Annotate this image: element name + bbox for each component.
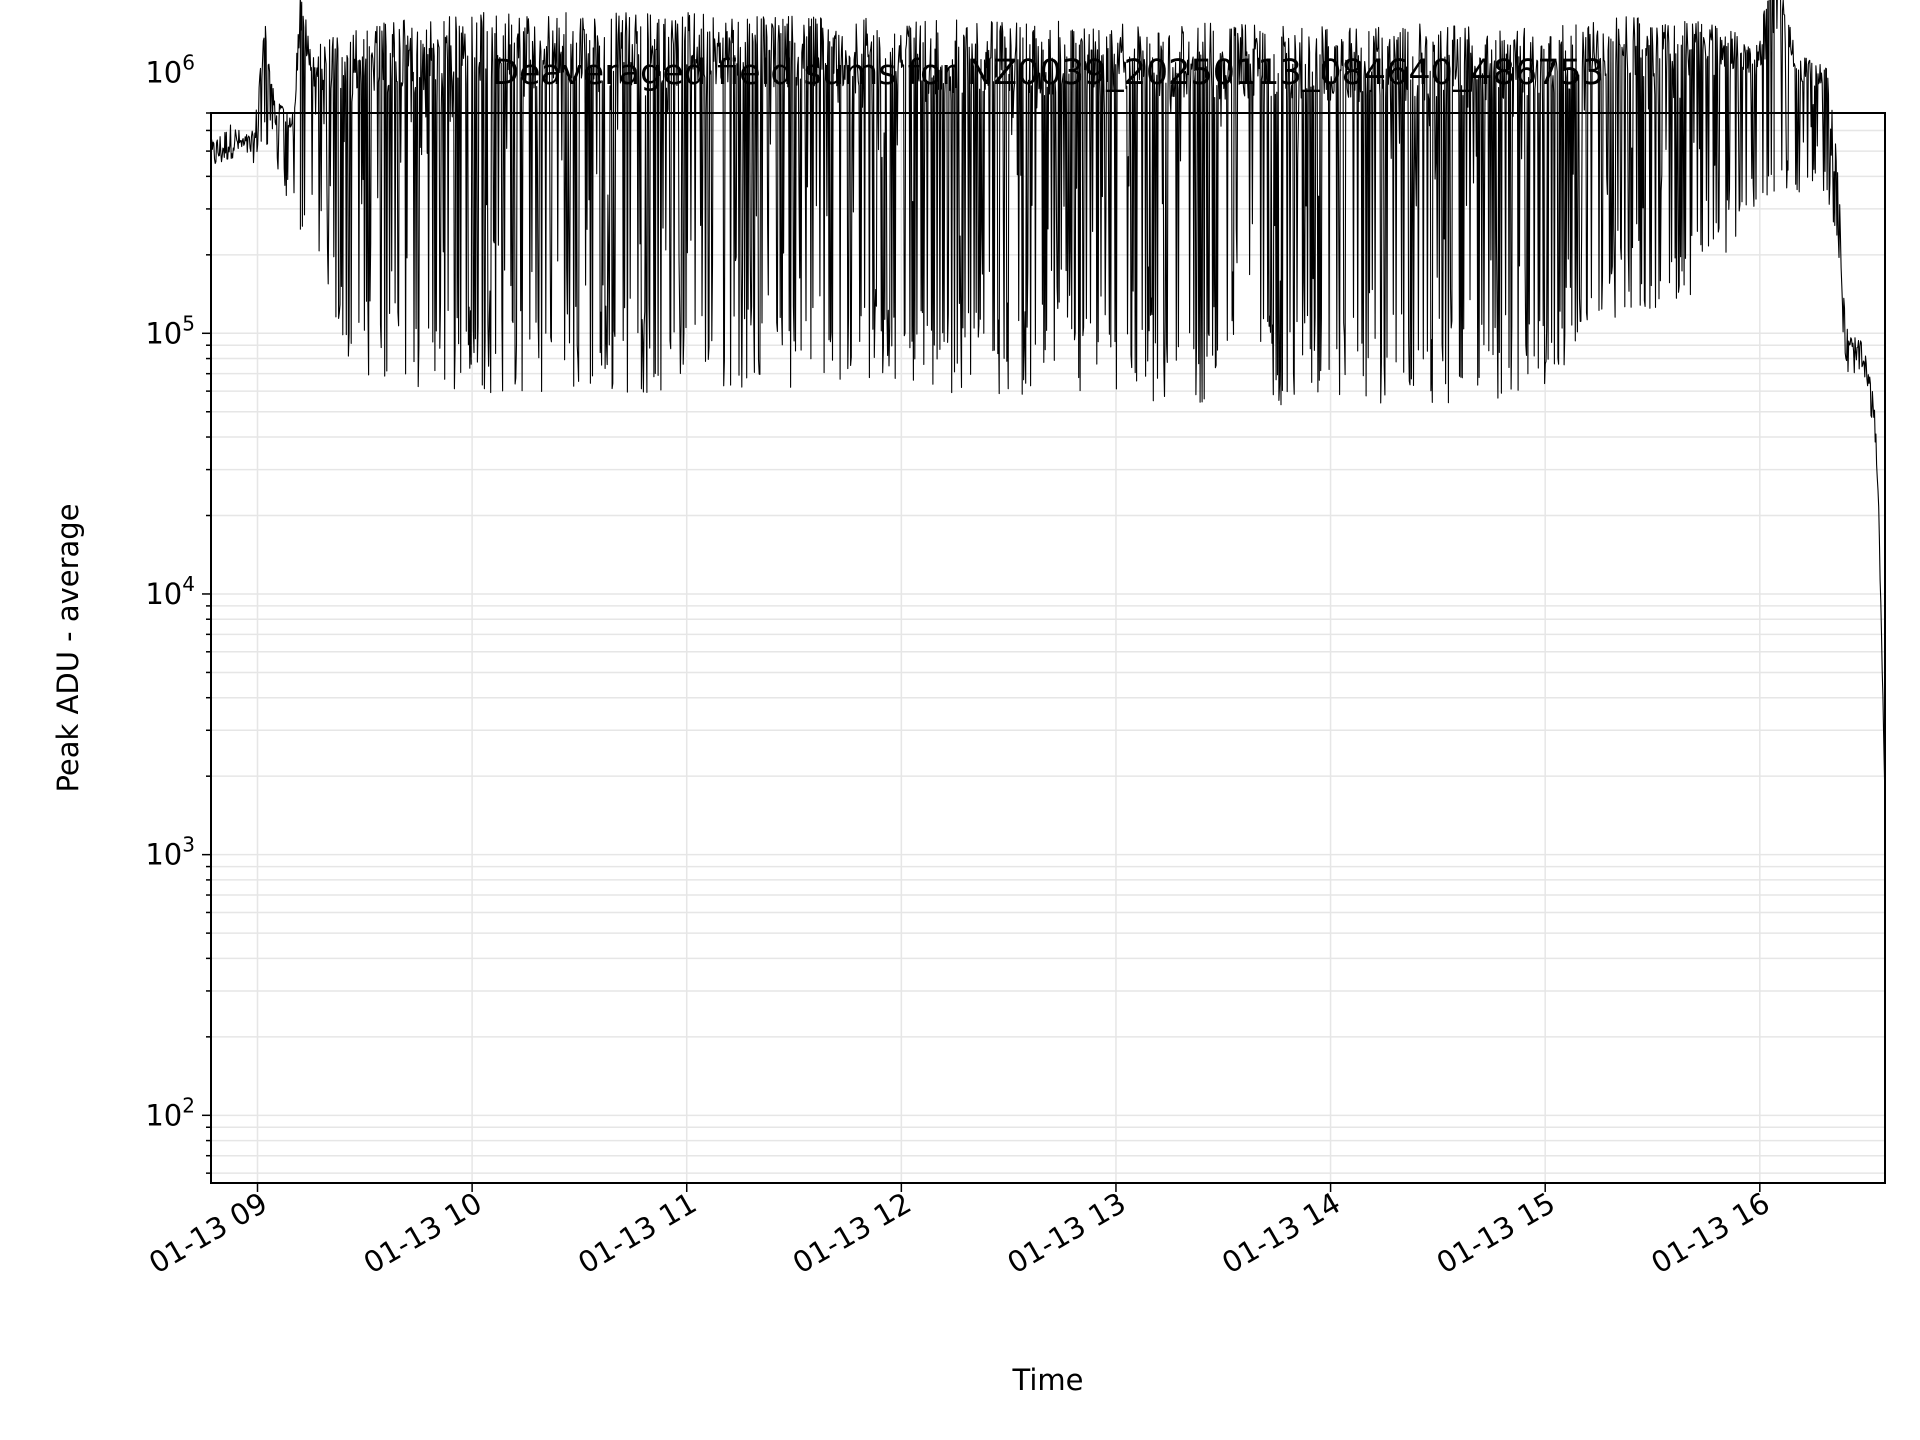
y-tick-label-exponent: 2 [182,1093,195,1117]
x-tick-label: 01-13 11 [572,1186,702,1281]
y-tick-label: 104 [145,572,195,611]
y-tick-label-exponent: 3 [182,833,195,857]
y-tick-label-exponent: 4 [182,572,195,596]
y-axis-label: Peak ADU - average [51,503,85,792]
grid [211,112,1885,1183]
data-series [210,0,1886,802]
series-line [210,0,1886,802]
y-tick-label-exponent: 6 [182,51,195,75]
y-tick-label: 103 [145,833,195,872]
y-tick-label-exponent: 5 [182,311,195,335]
y-tick-label-base: 10 [145,56,182,90]
x-tick-label: 01-13 16 [1645,1186,1775,1281]
y-tick-label-base: 10 [145,838,182,872]
x-axis-label: Time [1012,1363,1084,1397]
x-tick-label: 01-13 10 [358,1186,488,1281]
plot-frame [210,112,1886,1184]
x-axis: 01-13 09 01-13 10 01-13 11 01-13 12 01-13 13… [143,1183,1775,1280]
x-tick-label: 01-13 14 [1216,1186,1346,1281]
x-tick-label: 01-13 12 [787,1186,917,1281]
x-tick-label: 01-13 13 [1002,1186,1132,1281]
y-tick-label: 106 [145,51,195,90]
y-tick-label-base: 10 [145,577,182,611]
y-tick-label: 102 [145,1093,195,1132]
y-tick-label-base: 10 [145,316,182,350]
x-tick-label: 01-13 09 [143,1186,273,1281]
x-tick-label: 01-13 15 [1431,1186,1561,1281]
y-tick-label-base: 10 [145,1098,182,1132]
y-tick-label: 105 [145,311,195,350]
